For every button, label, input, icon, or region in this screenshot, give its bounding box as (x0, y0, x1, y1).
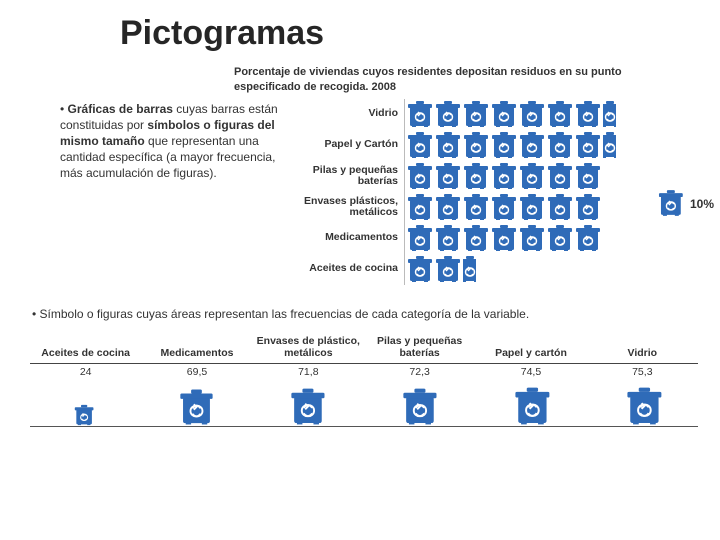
bin-icon (519, 162, 545, 190)
bin-icon (547, 162, 573, 190)
page-title: Pictogramas (0, 0, 720, 59)
bin-icon (575, 224, 601, 252)
bin-icon (463, 193, 489, 221)
table-header: Pilas y pequeñas baterías (364, 333, 475, 364)
bin-icon (519, 131, 545, 159)
bin-icon (547, 100, 573, 128)
bin-icon-half (603, 100, 616, 128)
row-icons (404, 161, 601, 192)
bin-icon (519, 224, 545, 252)
table-cell: 72,3 (364, 363, 475, 378)
bin-icon (407, 162, 433, 190)
table-cell: 75,3 (587, 363, 698, 378)
proportional-bin (142, 388, 250, 426)
pictogram-chart: 10% Vidrio (280, 99, 720, 285)
row-label: Envases plásticos, metálicos (286, 196, 404, 219)
row-label: Papel y Cartón (286, 139, 404, 151)
bin-icon (435, 255, 461, 283)
values-table: Aceites de cocinaMedicamentosEnvases de … (30, 333, 698, 378)
bin-icon (575, 193, 601, 221)
pictogram-row: Envases plásticos, metálicos (286, 192, 720, 223)
row-icons (404, 99, 616, 130)
bin-icon (463, 100, 489, 128)
row-icons (404, 130, 616, 161)
table-cell: 24 (30, 363, 141, 378)
bin-icon (547, 131, 573, 159)
bin-icon (519, 100, 545, 128)
table-header: Envases de plástico, metálicos (253, 333, 364, 364)
row-icons (404, 223, 601, 254)
unit-legend: 10% (658, 189, 714, 220)
bin-icon-half (463, 255, 476, 283)
table-header: Papel y cartón (475, 333, 586, 364)
row-icons (404, 192, 601, 223)
proportional-bin (30, 404, 138, 426)
bin-icon (491, 131, 517, 159)
pictogram-row: Vidrio (286, 99, 720, 130)
table-header: Aceites de cocina (30, 333, 141, 364)
proportional-bin (478, 386, 586, 426)
table-header: Vidrio (587, 333, 698, 364)
bin-icon (407, 255, 433, 283)
row-label: Aceites de cocina (286, 263, 404, 275)
row-icons (404, 254, 476, 285)
bin-icon (407, 100, 433, 128)
pictogram-row: Papel y Cartón (286, 130, 720, 161)
pictogram-row: Pilas y pequeñas baterías (286, 161, 720, 192)
bin-icon (575, 131, 601, 159)
bin-icon (407, 131, 433, 159)
bin-icon (491, 224, 517, 252)
bin-icon (491, 193, 517, 221)
table-header: Medicamentos (141, 333, 252, 364)
bin-icon (435, 131, 461, 159)
table-cell: 71,8 (253, 363, 364, 378)
proportional-bin (254, 387, 362, 426)
bin-icon (491, 162, 517, 190)
bin-icon (407, 224, 433, 252)
bin-icon (435, 224, 461, 252)
row-label: Medicamentos (286, 232, 404, 244)
unit-label: 10% (690, 197, 714, 211)
bin-icon (407, 193, 433, 221)
table-cell: 74,5 (475, 363, 586, 378)
proportional-note: • Símbolo o figuras cuyas áreas represen… (32, 307, 720, 321)
bin-icon (547, 224, 573, 252)
pictogram-row: Aceites de cocina (286, 254, 720, 285)
table-cell: 69,5 (141, 363, 252, 378)
chart-subtitle: Porcentaje de viviendas cuyos residentes… (234, 65, 664, 95)
bin-icon (519, 193, 545, 221)
bin-icon (463, 162, 489, 190)
pictogram-row: Medicamentos (286, 223, 720, 254)
proportional-bin (590, 386, 698, 426)
bin-icon-half (603, 131, 616, 159)
proportional-bin (366, 387, 474, 426)
row-label: Vidrio (286, 108, 404, 120)
bin-icon (435, 100, 461, 128)
proportional-icons-row (30, 378, 698, 427)
bin-icon (463, 224, 489, 252)
bin-icon (435, 193, 461, 221)
row-label: Pilas y pequeñas baterías (286, 165, 404, 188)
bin-icon (463, 131, 489, 159)
definition-text: • Gráficas de barras cuyas barras están … (60, 99, 280, 285)
bin-icon (435, 162, 461, 190)
bin-icon (575, 100, 601, 128)
bin-icon (575, 162, 601, 190)
bin-icon (547, 193, 573, 221)
bin-icon (491, 100, 517, 128)
